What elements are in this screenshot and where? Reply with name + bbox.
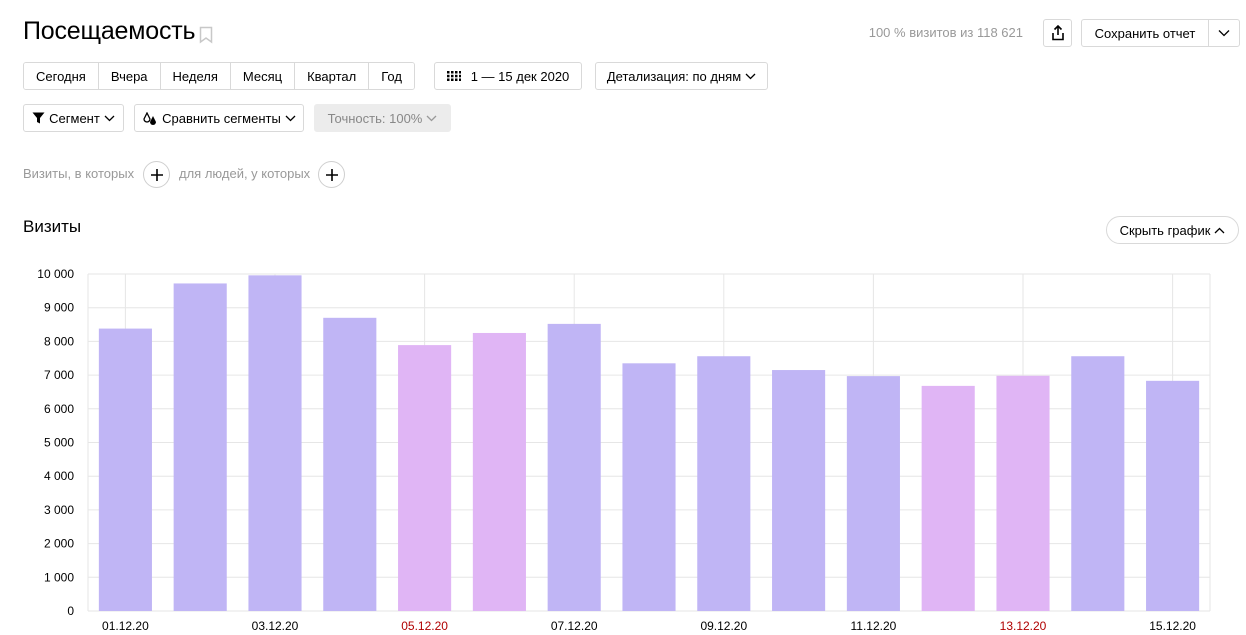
- x-tick-label: 03.12.20: [252, 619, 299, 633]
- period-month[interactable]: Месяц: [230, 63, 296, 89]
- x-tick-label: 13.12.20: [1000, 619, 1047, 633]
- date-range-label: 1 — 15 дек 2020: [470, 68, 570, 84]
- y-tick-label: 3 000: [44, 503, 74, 517]
- drops-icon: [143, 111, 157, 125]
- save-report-button[interactable]: Сохранить отчет: [1081, 19, 1209, 47]
- bar-07.12.20: [547, 323, 601, 611]
- y-tick-label: 10 000: [37, 267, 74, 281]
- bar-13.12.20: [996, 375, 1050, 611]
- bar-14.12.20: [1071, 356, 1125, 611]
- period-selector: Сегодня Вчера Неделя Месяц Квартал Год: [23, 62, 415, 90]
- chevron-up-icon: [1214, 227, 1225, 233]
- segment-button[interactable]: Сегмент: [23, 104, 124, 132]
- bar-09.12.20: [697, 356, 751, 611]
- bar-02.12.20: [173, 283, 227, 611]
- y-tick-label: 5 000: [44, 436, 74, 450]
- visits-filter-label: Визиты, в которых: [23, 166, 135, 181]
- bar-12.12.20: [921, 385, 975, 611]
- y-tick-label: 4 000: [44, 469, 74, 483]
- period-today[interactable]: Сегодня: [24, 63, 99, 89]
- detail-select[interactable]: Детализация: по дням: [595, 62, 768, 90]
- bar-10.12.20: [772, 370, 826, 611]
- bookmark-icon[interactable]: [199, 26, 213, 44]
- chart-section-title: Визиты: [23, 217, 82, 236]
- export-button[interactable]: [1043, 19, 1072, 47]
- compare-label: Сравнить сегменты: [162, 110, 281, 126]
- visits-summary: 100 % визитов из 118 621: [868, 25, 1023, 40]
- date-range-button[interactable]: 1 — 15 дек 2020: [434, 62, 582, 90]
- add-visit-condition-button[interactable]: [143, 161, 170, 188]
- x-tick-label: 01.12.20: [102, 619, 149, 633]
- chevron-down-icon: [745, 73, 756, 79]
- compare-segments-button[interactable]: Сравнить сегменты: [134, 104, 304, 132]
- page-title: Посещаемость: [23, 17, 196, 45]
- bar-01.12.20: [98, 328, 152, 611]
- y-tick-label: 0: [67, 604, 74, 618]
- bar-05.12.20: [398, 345, 452, 611]
- filter-icon: [32, 112, 45, 124]
- period-yesterday[interactable]: Вчера: [98, 63, 161, 89]
- share-icon: [1051, 25, 1064, 41]
- calendar-grid-icon: [446, 71, 461, 81]
- detail-label: Детализация: по дням: [606, 68, 742, 84]
- chevron-down-icon: [285, 115, 296, 121]
- y-tick-label: 6 000: [44, 402, 74, 416]
- bar-04.12.20: [323, 317, 377, 611]
- y-tick-label: 8 000: [44, 334, 74, 348]
- chevron-down-icon: [426, 115, 437, 121]
- period-week[interactable]: Неделя: [160, 63, 231, 89]
- chevron-down-icon: [1218, 30, 1230, 37]
- plus-icon: [325, 168, 338, 181]
- y-tick-label: 2 000: [44, 537, 74, 551]
- x-tick-label: 05.12.20: [401, 619, 448, 633]
- accuracy-select[interactable]: Точность: 100%: [314, 104, 451, 132]
- accuracy-label: Точность: 100%: [327, 110, 423, 126]
- period-year[interactable]: Год: [369, 63, 414, 89]
- bar-11.12.20: [846, 376, 900, 611]
- x-tick-label: 09.12.20: [700, 619, 747, 633]
- add-people-condition-button[interactable]: [318, 161, 345, 188]
- y-tick-label: 7 000: [44, 368, 74, 382]
- y-tick-label: 1 000: [44, 570, 74, 584]
- x-tick-label: 07.12.20: [551, 619, 598, 633]
- plus-icon: [150, 168, 163, 181]
- bar-03.12.20: [248, 275, 302, 611]
- segment-label: Сегмент: [49, 110, 100, 126]
- chevron-down-icon: [104, 115, 115, 121]
- x-tick-label: 15.12.20: [1149, 619, 1196, 633]
- bar-08.12.20: [622, 363, 676, 611]
- bar-06.12.20: [472, 332, 526, 611]
- y-tick-label: 9 000: [44, 301, 74, 315]
- bar-15.12.20: [1146, 380, 1200, 611]
- period-quarter[interactable]: Квартал: [295, 63, 370, 89]
- people-filter-label: для людей, у которых: [179, 166, 311, 181]
- save-options-button[interactable]: [1208, 19, 1240, 47]
- hide-chart-button[interactable]: Скрыть график: [1106, 216, 1239, 244]
- x-tick-label: 11.12.20: [850, 619, 896, 633]
- visits-bar-chart: 0 1 000 2 000 3 000 4 000 5 000 6 000 7 000 8 00…: [37, 267, 1211, 633]
- hide-chart-label: Скрыть график: [1119, 222, 1211, 238]
